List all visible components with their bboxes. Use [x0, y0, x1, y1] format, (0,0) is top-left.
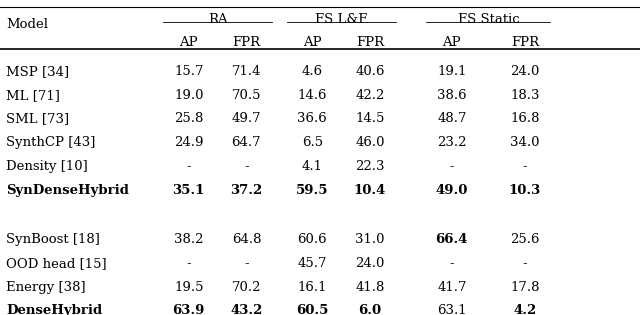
- Text: 25.6: 25.6: [510, 233, 540, 246]
- Text: 24.0: 24.0: [355, 257, 385, 270]
- Text: 17.8: 17.8: [510, 281, 540, 294]
- Text: ML [71]: ML [71]: [6, 89, 60, 102]
- Text: -: -: [186, 160, 191, 173]
- Text: 66.4: 66.4: [436, 233, 468, 246]
- Text: AP: AP: [442, 36, 461, 49]
- Text: 48.7: 48.7: [437, 112, 467, 125]
- Text: FPR: FPR: [511, 36, 539, 49]
- Text: 49.0: 49.0: [436, 184, 468, 197]
- Text: 23.2: 23.2: [437, 136, 467, 149]
- Text: 4.2: 4.2: [513, 305, 536, 315]
- Text: 4.1: 4.1: [302, 160, 323, 173]
- Text: 38.6: 38.6: [437, 89, 467, 102]
- Text: -: -: [522, 160, 527, 173]
- Text: RA: RA: [208, 13, 227, 26]
- Text: 46.0: 46.0: [355, 136, 385, 149]
- Text: FPR: FPR: [356, 36, 384, 49]
- Text: 45.7: 45.7: [298, 257, 327, 270]
- Text: SynBoost [18]: SynBoost [18]: [6, 233, 100, 246]
- Text: 18.3: 18.3: [510, 89, 540, 102]
- Text: 37.2: 37.2: [230, 184, 262, 197]
- Text: AP: AP: [303, 36, 322, 49]
- Text: 10.3: 10.3: [509, 184, 541, 197]
- Text: MSP [34]: MSP [34]: [6, 65, 70, 78]
- Text: 14.5: 14.5: [355, 112, 385, 125]
- Text: Energy [38]: Energy [38]: [6, 281, 86, 294]
- Text: 63.1: 63.1: [437, 305, 467, 315]
- Text: -: -: [186, 257, 191, 270]
- Text: 24.9: 24.9: [174, 136, 204, 149]
- Text: 60.6: 60.6: [298, 233, 327, 246]
- Text: AP: AP: [179, 36, 198, 49]
- Text: 35.1: 35.1: [173, 184, 205, 197]
- Text: 60.5: 60.5: [296, 305, 328, 315]
- Text: -: -: [244, 257, 249, 270]
- Text: 22.3: 22.3: [355, 160, 385, 173]
- Text: FS Static: FS Static: [458, 13, 519, 26]
- Text: -: -: [449, 257, 454, 270]
- Text: 36.6: 36.6: [298, 112, 327, 125]
- Text: 43.2: 43.2: [230, 305, 262, 315]
- Text: FPR: FPR: [232, 36, 260, 49]
- Text: SML [73]: SML [73]: [6, 112, 70, 125]
- Text: -: -: [522, 257, 527, 270]
- Text: 4.6: 4.6: [301, 65, 323, 78]
- Text: -: -: [449, 160, 454, 173]
- Text: FS L&F: FS L&F: [315, 13, 367, 26]
- Text: 10.4: 10.4: [354, 184, 386, 197]
- Text: 16.8: 16.8: [510, 112, 540, 125]
- Text: 64.8: 64.8: [232, 233, 261, 246]
- Text: 14.6: 14.6: [298, 89, 327, 102]
- Text: DenseHybrid: DenseHybrid: [6, 305, 102, 315]
- Text: 15.7: 15.7: [174, 65, 204, 78]
- Text: 38.2: 38.2: [174, 233, 204, 246]
- Text: 19.1: 19.1: [437, 65, 467, 78]
- Text: 42.2: 42.2: [355, 89, 385, 102]
- Text: 40.6: 40.6: [355, 65, 385, 78]
- Text: SynthCP [43]: SynthCP [43]: [6, 136, 96, 149]
- Text: OOD head [15]: OOD head [15]: [6, 257, 107, 270]
- Text: Density [10]: Density [10]: [6, 160, 88, 173]
- Text: 16.1: 16.1: [298, 281, 327, 294]
- Text: 24.0: 24.0: [510, 65, 540, 78]
- Text: Model: Model: [6, 18, 49, 31]
- Text: 19.5: 19.5: [174, 281, 204, 294]
- Text: 71.4: 71.4: [232, 65, 261, 78]
- Text: SynDenseHybrid: SynDenseHybrid: [6, 184, 129, 197]
- Text: 70.2: 70.2: [232, 281, 261, 294]
- Text: 6.0: 6.0: [358, 305, 381, 315]
- Text: 34.0: 34.0: [510, 136, 540, 149]
- Text: 25.8: 25.8: [174, 112, 204, 125]
- Text: 41.7: 41.7: [437, 281, 467, 294]
- Text: -: -: [244, 160, 249, 173]
- Text: 31.0: 31.0: [355, 233, 385, 246]
- Text: 6.5: 6.5: [301, 136, 323, 149]
- Text: 41.8: 41.8: [355, 281, 385, 294]
- Text: 70.5: 70.5: [232, 89, 261, 102]
- Text: 63.9: 63.9: [173, 305, 205, 315]
- Text: 49.7: 49.7: [232, 112, 261, 125]
- Text: 19.0: 19.0: [174, 89, 204, 102]
- Text: 64.7: 64.7: [232, 136, 261, 149]
- Text: 59.5: 59.5: [296, 184, 328, 197]
